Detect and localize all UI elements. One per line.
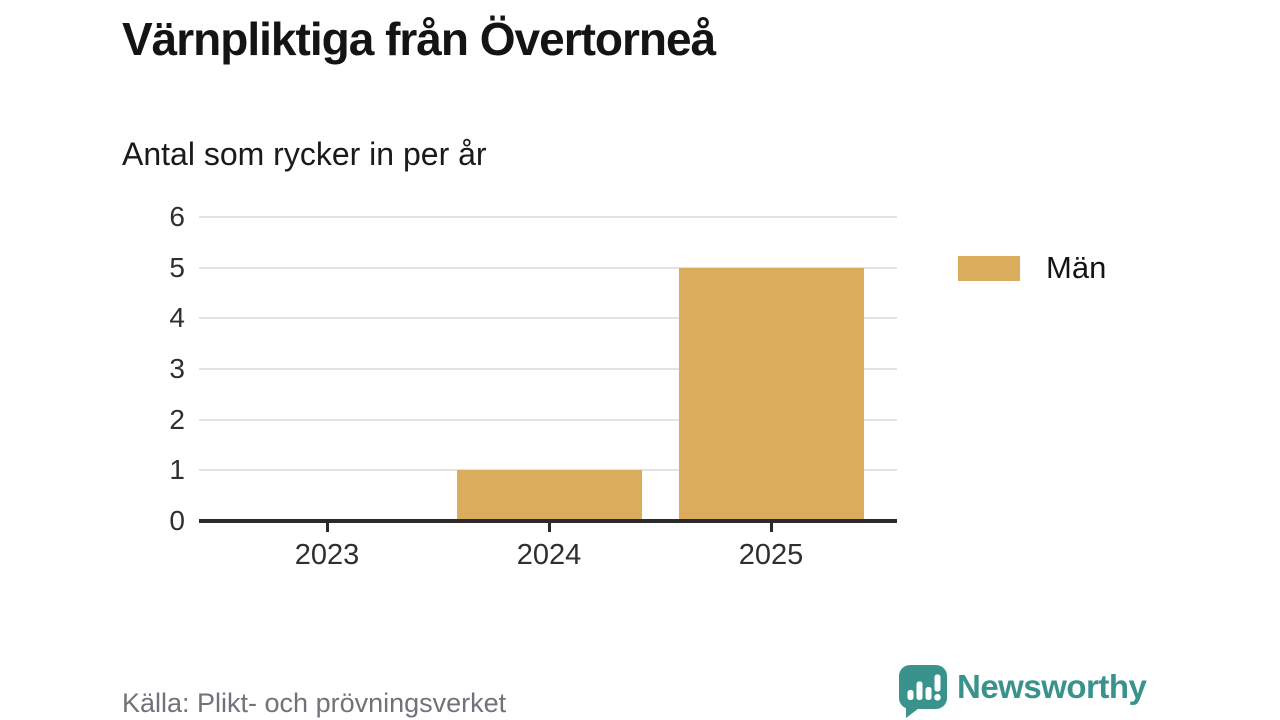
chart-subtitle: Antal som rycker in per år [122,136,487,172]
y-axis-label-2: 2 [169,403,185,435]
bar-2025 [678,267,864,521]
y-axis-label-3: 3 [169,353,185,384]
legend: Män [958,250,1106,286]
y-axis-label-1: 1 [169,454,185,486]
newsworthy-logo: Newsworthy [898,664,1147,718]
legend-swatch-man [958,255,1020,281]
x-axis-label-2025: 2025 [738,539,804,571]
bar-2024 [456,470,642,521]
gridline-y2 [199,418,897,421]
gridline-y1 [199,469,897,472]
newsworthy-wordmark: Newsworthy [957,668,1147,705]
gridline-y4 [199,317,897,320]
y-axis-label-0: 0 [169,505,185,536]
gridline-y3 [199,368,897,370]
legend-label-man: Män [1046,250,1107,285]
source-note: Källa: Plikt- och prövningsverket [122,688,507,718]
x-axis-tick-2025 [769,521,773,532]
chart-title: Värnpliktiga från Övertorneå [122,13,716,65]
x-axis-label-2024: 2024 [516,539,582,571]
plot-area: 0 1 2 3 4 5 6 2023 2024 2025 [169,203,897,571]
gridline-y6 [199,216,897,218]
x-axis-label-2023: 2023 [294,539,360,571]
gridline-y5 [199,266,897,269]
y-axis-label-4: 4 [169,302,185,334]
x-axis-tick-2023 [325,521,329,532]
x-axis-tick-2024 [547,521,551,532]
y-axis-label-6: 6 [169,201,185,232]
newsworthy-logo-icon [899,665,947,718]
y-axis-label-5: 5 [169,251,185,283]
